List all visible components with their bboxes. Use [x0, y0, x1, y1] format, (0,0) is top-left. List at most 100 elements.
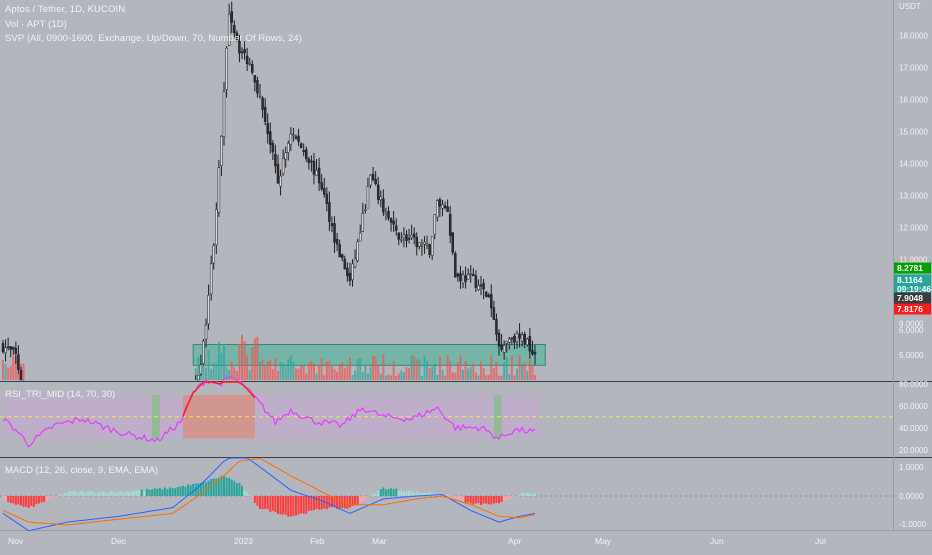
macd-histogram-bar	[330, 496, 333, 508]
candle-down	[482, 283, 485, 290]
volume-bar	[444, 375, 447, 380]
macd-histogram-bar	[223, 475, 226, 496]
volume-bar	[351, 374, 354, 380]
macd-histogram-bar	[102, 491, 105, 496]
candle-down	[518, 333, 521, 339]
macd-histogram-bar	[415, 491, 418, 496]
candle-down	[407, 238, 411, 240]
volume-bar	[533, 375, 536, 380]
macd-histogram-bar	[197, 483, 200, 496]
volume-bar	[505, 356, 508, 380]
volume-bar	[356, 359, 359, 380]
candle-up	[384, 212, 388, 215]
macd-histogram-bar	[390, 488, 393, 496]
macd-histogram-bar	[189, 485, 192, 496]
macd-histogram-bar	[40, 496, 43, 503]
macd-histogram-bar	[27, 496, 30, 509]
macd-histogram-bar	[282, 496, 285, 515]
macd-histogram-bar	[356, 496, 359, 505]
rsi-legend[interactable]: RSI_TRI_MID (14, 70, 30)	[5, 389, 116, 400]
macd-histogram-bar	[477, 496, 480, 504]
candle-up	[402, 234, 406, 238]
volume-bar	[441, 369, 444, 380]
price-tag	[894, 283, 931, 295]
macd-histogram-bar	[248, 494, 251, 496]
macd-histogram-bar	[420, 492, 423, 496]
volume-bar	[374, 356, 377, 380]
volume-bar	[474, 372, 477, 380]
candles	[1, 1, 537, 381]
candle-down	[269, 131, 272, 145]
macd-histogram-bar	[7, 496, 10, 502]
volume-bar	[256, 336, 259, 380]
macd-histogram-bar	[382, 487, 385, 496]
volume-bar	[423, 355, 426, 380]
volume-bar	[384, 375, 387, 380]
candle-up	[289, 133, 293, 146]
candle-up	[526, 338, 529, 346]
candle-down	[274, 153, 277, 167]
candle-up	[202, 340, 205, 364]
candle-up	[433, 214, 437, 235]
volume-bar	[464, 361, 467, 380]
macd-histogram-bar	[446, 494, 449, 496]
macd-histogram-bar	[55, 496, 58, 497]
candle-up	[418, 242, 421, 247]
candle-down	[256, 80, 259, 94]
macd-histogram-bar	[89, 491, 92, 496]
macd-histogram-bar	[127, 491, 130, 496]
macd-histogram-bar	[225, 477, 228, 496]
candle-down	[261, 97, 264, 110]
macd-histogram-bar	[369, 495, 372, 497]
volume-bar	[197, 357, 200, 380]
macd-histogram-bar	[505, 496, 508, 501]
candle-up	[4, 347, 7, 354]
macd-legend[interactable]: MACD (12, 26, close, 9, EMA, EMA)	[5, 465, 159, 476]
volume-bar	[521, 364, 524, 380]
price-tick-label: 18.0000	[899, 32, 928, 41]
price-tick-label: 11.0000	[899, 256, 928, 265]
macd-histogram-bar	[271, 496, 274, 511]
volume-legend[interactable]: Vol · APT (1D)	[5, 19, 67, 30]
candle-down	[17, 354, 20, 371]
volume-bar	[323, 375, 326, 380]
candle-up	[369, 174, 372, 186]
candle-up	[207, 294, 210, 324]
volume-bar	[336, 371, 339, 380]
candle-up	[400, 239, 403, 241]
macd-histogram-bar	[233, 480, 236, 496]
macd-histogram-bar	[384, 489, 387, 496]
volume-bar	[467, 368, 470, 380]
candle-down	[387, 210, 390, 219]
volume-bar	[469, 367, 472, 380]
candle-down	[338, 244, 341, 258]
svp-legend[interactable]: SVP (All, 0900-1600, Exchange, Up/Down, …	[5, 33, 303, 44]
volume-bar	[251, 347, 254, 380]
macd-histogram-bar	[151, 489, 154, 496]
volume-bar	[212, 362, 215, 380]
candle-down	[251, 64, 254, 73]
volume-bar	[372, 355, 375, 380]
symbol-legend[interactable]: Aptos / Tether, 1D, KUCOIN	[5, 4, 126, 15]
macd-histogram-bar	[109, 491, 112, 496]
macd-histogram-bar	[122, 492, 125, 496]
macd-histogram-bar	[469, 496, 472, 504]
macd-histogram-bar	[181, 485, 184, 496]
macd-histogram-bar	[43, 496, 46, 503]
candle-up	[410, 234, 413, 238]
macd-histogram-bar	[474, 496, 477, 504]
volume-bar	[310, 360, 313, 380]
macd-histogram-bar	[32, 496, 35, 508]
macd-histogram-bar	[163, 487, 166, 496]
volume-bar	[271, 368, 274, 380]
candle-down	[492, 307, 496, 320]
volume-bar	[4, 364, 7, 380]
price-tag	[894, 262, 931, 274]
macd-histogram-bar	[104, 493, 107, 496]
macd-histogram-bar	[410, 490, 413, 496]
macd-histogram-bar	[94, 493, 97, 496]
candle-down	[382, 198, 385, 213]
price-tag	[894, 274, 931, 286]
